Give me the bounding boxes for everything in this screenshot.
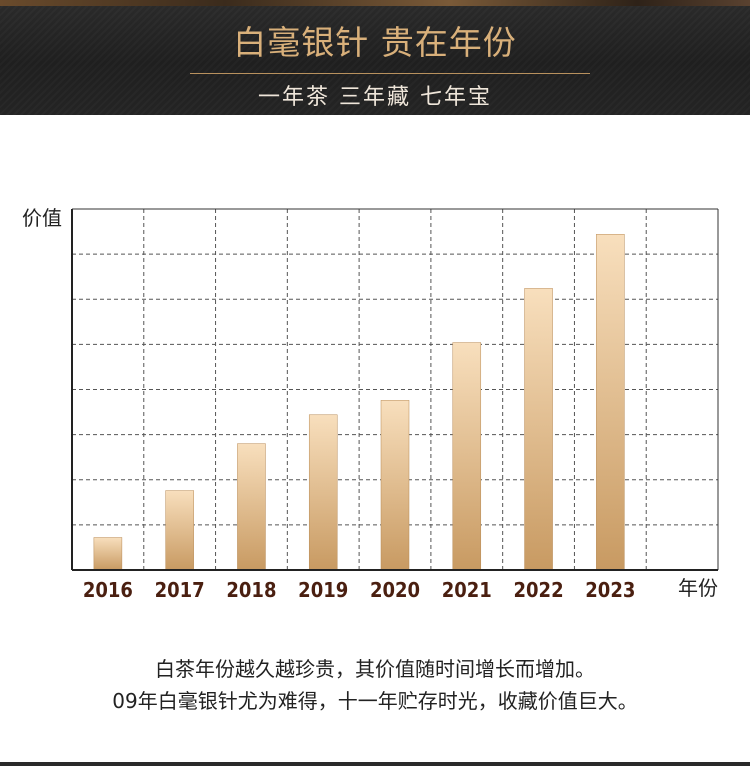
y-axis-label: 价值 [22,206,62,230]
page-subtitle: 一年茶 三年藏 七年宝 [258,85,492,110]
value-bar-chart: 价值 年份 2016 2017 2018 2019 2020 2021 2022 2023 [22,206,719,602]
x-tick-label: 2021 [442,578,492,602]
caption-line-1: 白茶年份越久越珍贵，其价值随时间增长而增加。 [155,657,595,681]
bar-2023 [596,234,625,571]
bar-2019 [308,414,338,571]
header-banner: 白毫银针 贵在年份 一年茶 三年藏 七年宝 [0,0,750,115]
x-tick-label: 2016 [83,578,133,602]
chart-bars [93,234,625,571]
chart-axes [71,208,719,571]
x-tick-label: 2023 [585,578,635,602]
bar-2017 [165,490,194,571]
x-tick-label: 2020 [370,578,420,602]
bar-2021 [452,342,482,571]
bar-2020 [380,400,410,571]
x-axis-label: 年份 [678,576,718,600]
bottom-border [0,762,750,766]
bar-2016 [93,537,123,571]
x-tick-labels: 2016 2017 2018 2019 2020 2021 2022 2023 [83,578,636,602]
x-tick-label: 2018 [226,578,276,602]
x-tick-label: 2022 [514,578,564,602]
title-divider [190,73,590,74]
caption-line-2: 09年白毫银针尤为难得，十一年贮存时光，收藏价值巨大。 [112,689,638,713]
x-tick-label: 2017 [155,578,205,602]
page-title: 白毫银针 贵在年份 [233,23,517,62]
bar-2018 [237,443,266,571]
header-decor-band [0,0,750,6]
x-tick-label: 2019 [298,578,348,602]
bar-2022 [524,288,553,571]
